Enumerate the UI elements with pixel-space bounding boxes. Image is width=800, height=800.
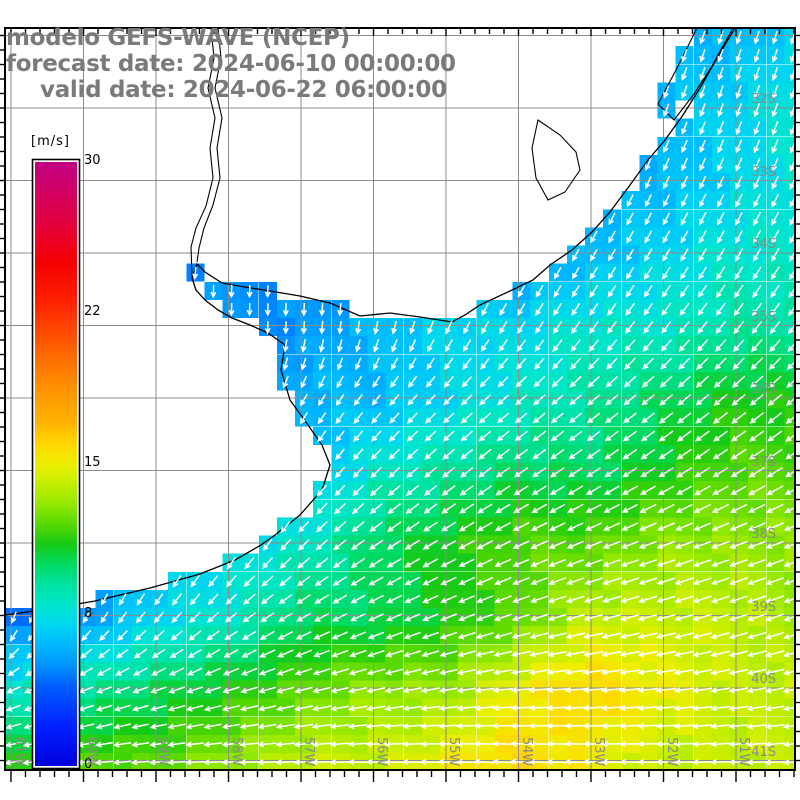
longitude-label: 58W (228, 737, 244, 767)
longitude-label: 52W (663, 737, 679, 767)
latitude-label: 34S (751, 237, 776, 252)
longitude-label: 53W (591, 737, 606, 767)
colorbar-tick-label: 22 (84, 304, 101, 319)
longitude-label: 61W (11, 737, 26, 767)
colorbar-tick-label: 30 (84, 153, 101, 168)
colorbar (31, 158, 81, 770)
colorbar-tick-label: 15 (84, 455, 101, 470)
latitude-label: 38S (751, 527, 776, 542)
latitude-label: 40S (751, 672, 776, 687)
map-frame (4, 27, 796, 771)
latitude-label: 37S (751, 454, 776, 470)
longitude-label: 60W (83, 737, 99, 767)
longitude-label: 57W (301, 737, 316, 767)
latitude-label: 33S (751, 164, 776, 180)
latitude-label: 36S (751, 382, 776, 397)
latitude-label: 32S (751, 92, 776, 107)
longitude-label: 56W (373, 737, 389, 767)
latitude-label: 35S (751, 309, 776, 325)
longitude-label: 54W (518, 737, 534, 767)
coastline (5, 28, 736, 616)
wind-arrows (5, 30, 795, 766)
longitude-label: 59W (156, 737, 171, 767)
latitude-label: 41S (751, 744, 776, 760)
wind-cells (5, 28, 795, 770)
longitude-label: 51W (736, 737, 751, 767)
colorbar-tick-label: 0 (84, 757, 93, 772)
latitude-label: 39S (751, 599, 776, 615)
colorbar-tick-label: 8 (84, 606, 93, 621)
longitude-label: 55W (446, 737, 461, 767)
colorbar-gradient (35, 162, 77, 766)
colorbar-unit-label: [m/s] (31, 134, 70, 149)
